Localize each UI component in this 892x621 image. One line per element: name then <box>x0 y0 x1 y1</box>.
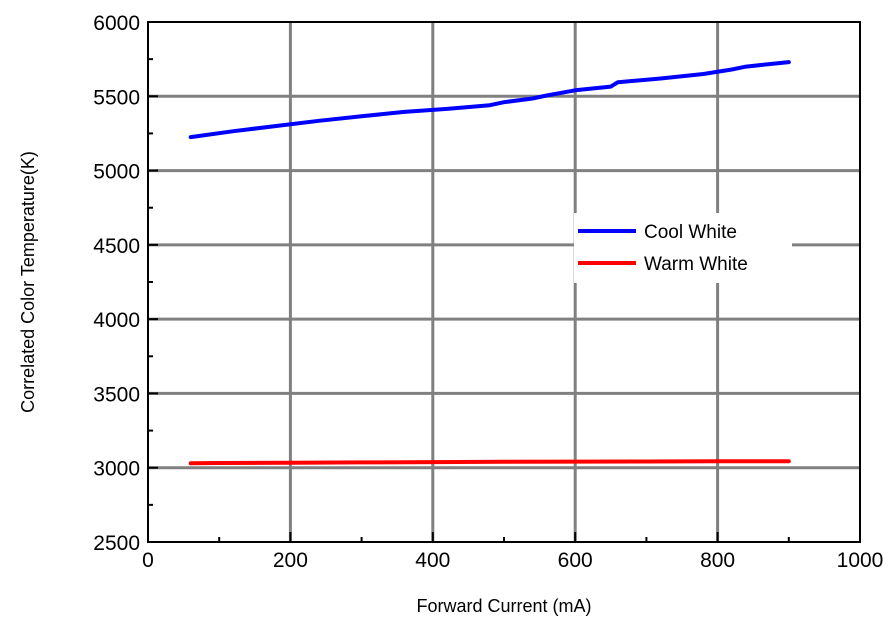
y-tick-label: 3500 <box>93 383 140 406</box>
series-group <box>188 60 791 466</box>
x-tick-label: 1000 <box>837 549 884 572</box>
y-tick-label: 5500 <box>93 86 140 109</box>
x-tick-label: 600 <box>558 549 593 572</box>
x-tick-label: 400 <box>415 549 450 572</box>
series-line <box>188 459 791 466</box>
series-line <box>188 60 791 140</box>
legend-label: Cool White <box>644 222 737 243</box>
y-tick-label: 4500 <box>93 235 140 258</box>
x-axis-title: Forward Current (mA) <box>416 596 591 616</box>
legend-label: Warm White <box>644 254 748 275</box>
x-tick-label: 200 <box>273 549 308 572</box>
y-axis-title: Correlated Color Temperature(K) <box>18 151 38 413</box>
y-tick-label: 4000 <box>93 309 140 332</box>
x-tick-label: 0 <box>142 549 154 572</box>
tick-labels: 0 200 400 600 800 1000 2500 3000 3500 4000 4500 500… <box>93 12 883 572</box>
axis-ticks <box>147 21 861 543</box>
y-tick-label: 2500 <box>93 532 140 555</box>
y-tick-label: 3000 <box>93 458 140 481</box>
x-tick-label: 800 <box>700 549 735 572</box>
y-tick-label: 5000 <box>93 161 140 184</box>
y-tick-label: 6000 <box>93 12 140 35</box>
legend: Cool White Warm White <box>574 213 792 283</box>
legend-background <box>574 213 792 283</box>
